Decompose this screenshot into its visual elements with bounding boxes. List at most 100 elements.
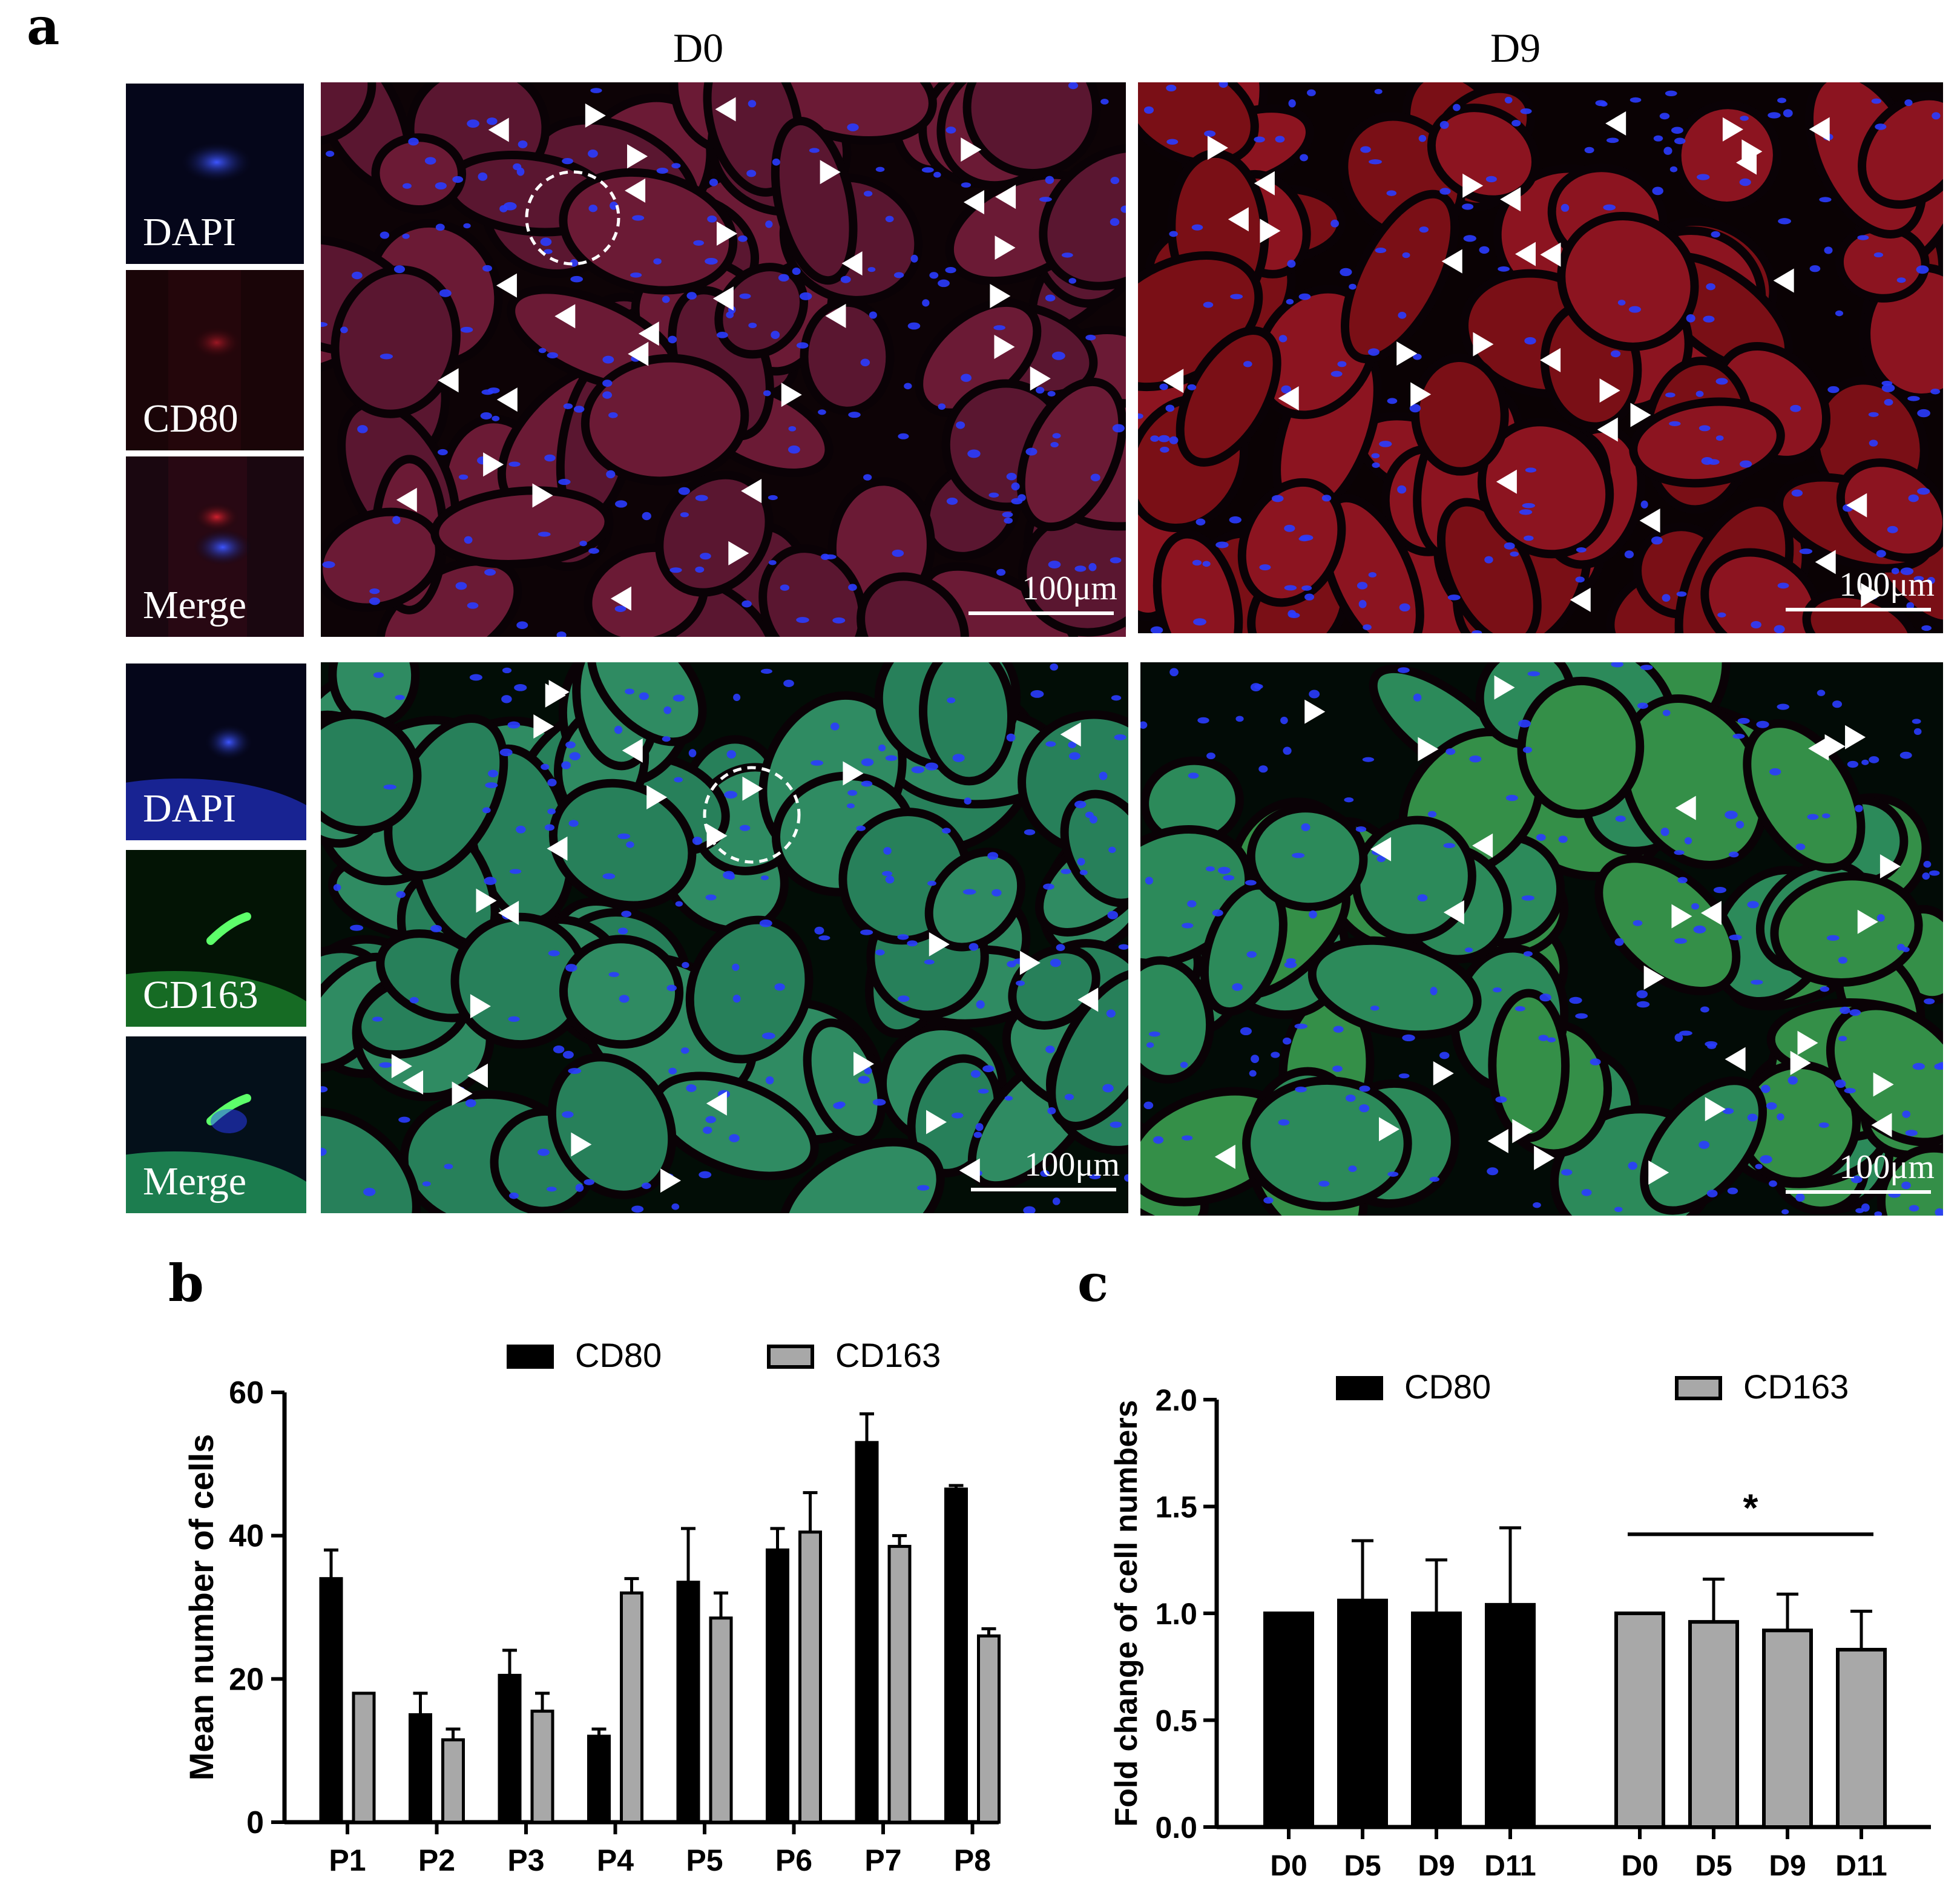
y-tick-label: 20 (229, 1662, 264, 1697)
nucleus (765, 220, 773, 228)
nucleus (917, 1185, 930, 1191)
legend-swatch-cd80 (1336, 1376, 1383, 1400)
nucleus (588, 205, 598, 212)
micrograph-cd163-d9: 100μm (1140, 662, 1943, 1216)
nucleus (1669, 421, 1681, 426)
nucleus (1790, 404, 1801, 412)
nucleus (1521, 895, 1534, 901)
nucleus (1511, 119, 1521, 127)
bar-cd80-d9 (1411, 1612, 1462, 1829)
nucleus (925, 762, 938, 771)
nucleus (1330, 370, 1343, 377)
nucleus (1371, 453, 1380, 459)
x-tick-label: P7 (864, 1843, 901, 1877)
nucleus (1665, 90, 1677, 96)
nucleus (1729, 934, 1742, 941)
bar-cd163-p6 (798, 1530, 822, 1824)
nucleus (1735, 820, 1745, 829)
nucleus (703, 1126, 712, 1134)
nucleus (379, 1062, 392, 1068)
muscle-fiber (1594, 854, 1741, 996)
nucleus (588, 150, 598, 158)
nucleus (1722, 1108, 1734, 1115)
nucleus (1691, 903, 1700, 910)
nucleus (680, 512, 689, 518)
nucleus (1651, 536, 1663, 545)
nucleus (501, 695, 512, 703)
nucleus (1345, 1094, 1356, 1102)
muscle-fiber (1140, 956, 1215, 1084)
nucleus (1751, 621, 1761, 628)
nucleus (811, 760, 824, 766)
legend-label-cd163: CD163 (835, 1336, 941, 1374)
nucleus (860, 358, 870, 367)
nucleus (1229, 516, 1241, 524)
nucleus (625, 688, 634, 695)
nucleus (1766, 1102, 1777, 1110)
x-tick-label: D9 (1769, 1850, 1806, 1882)
nucleus (608, 972, 619, 977)
arrowhead-marker (1871, 1113, 1892, 1138)
nucleus (565, 741, 576, 749)
nucleus (1202, 561, 1211, 567)
arrowhead-marker (1060, 722, 1081, 747)
nucleus (1079, 869, 1088, 875)
arrowhead-marker (532, 483, 553, 508)
nucleus (1430, 987, 1438, 996)
nucleus (322, 561, 335, 568)
inset-label: Merge (143, 583, 247, 627)
nucleus (1413, 354, 1422, 360)
nucleus (978, 1088, 989, 1094)
nucleus (1047, 1107, 1056, 1115)
arrowhead-marker (554, 304, 576, 329)
nucleus (1576, 547, 1587, 553)
bar-cd163-d9 (1762, 1628, 1813, 1829)
nucleus (821, 553, 830, 560)
inset-bottom-dapi: DAPI (126, 663, 306, 840)
arrowhead-marker (1815, 550, 1836, 575)
nucleus (1254, 136, 1265, 143)
nucleus (1419, 226, 1429, 233)
arrowhead-marker (1741, 139, 1763, 164)
nucleus (1023, 1206, 1036, 1213)
nucleus (947, 697, 956, 703)
nucleus (570, 275, 584, 283)
nucleus (1298, 293, 1311, 300)
nucleus (1912, 719, 1921, 724)
legend-swatch-cd163 (1675, 1376, 1722, 1400)
nucleus (1905, 1130, 1918, 1136)
bar-cd163-p8 (977, 1634, 1001, 1824)
arrowhead-marker (825, 303, 846, 328)
nucleus (662, 736, 671, 742)
arrowhead-marker (959, 1158, 980, 1183)
bar-cd163-d0 (1614, 1612, 1665, 1829)
muscle-fiber (1410, 353, 1509, 476)
nucleus (1729, 851, 1739, 858)
nucleus (1153, 1136, 1164, 1144)
arrowhead-marker (961, 137, 982, 162)
nucleus (1251, 1055, 1260, 1063)
arrowhead-marker (1278, 386, 1299, 411)
nucleus (1024, 829, 1036, 835)
arrowhead-marker (853, 1052, 875, 1076)
nucleus (733, 693, 741, 702)
nucleus (1182, 1135, 1193, 1141)
legend-swatch-cd80 (507, 1345, 554, 1369)
nucleus (1281, 385, 1292, 394)
nucleus (1429, 1176, 1440, 1182)
scale-bar (1786, 1190, 1931, 1194)
arrowhead-marker (1379, 1117, 1400, 1142)
nucleus (424, 157, 436, 165)
scale-bar (968, 611, 1114, 615)
arrowhead-marker (660, 1168, 682, 1193)
nucleus (422, 1181, 431, 1187)
x-tick-label: D9 (1418, 1850, 1455, 1882)
nucleus (1861, 759, 1869, 765)
nucleus (860, 929, 873, 935)
nucleus (1138, 413, 1143, 419)
nucleus (1298, 536, 1310, 542)
nucleus (653, 258, 662, 265)
nucleus (987, 852, 999, 860)
nucleus (1717, 612, 1726, 617)
nucleus (619, 995, 630, 1003)
